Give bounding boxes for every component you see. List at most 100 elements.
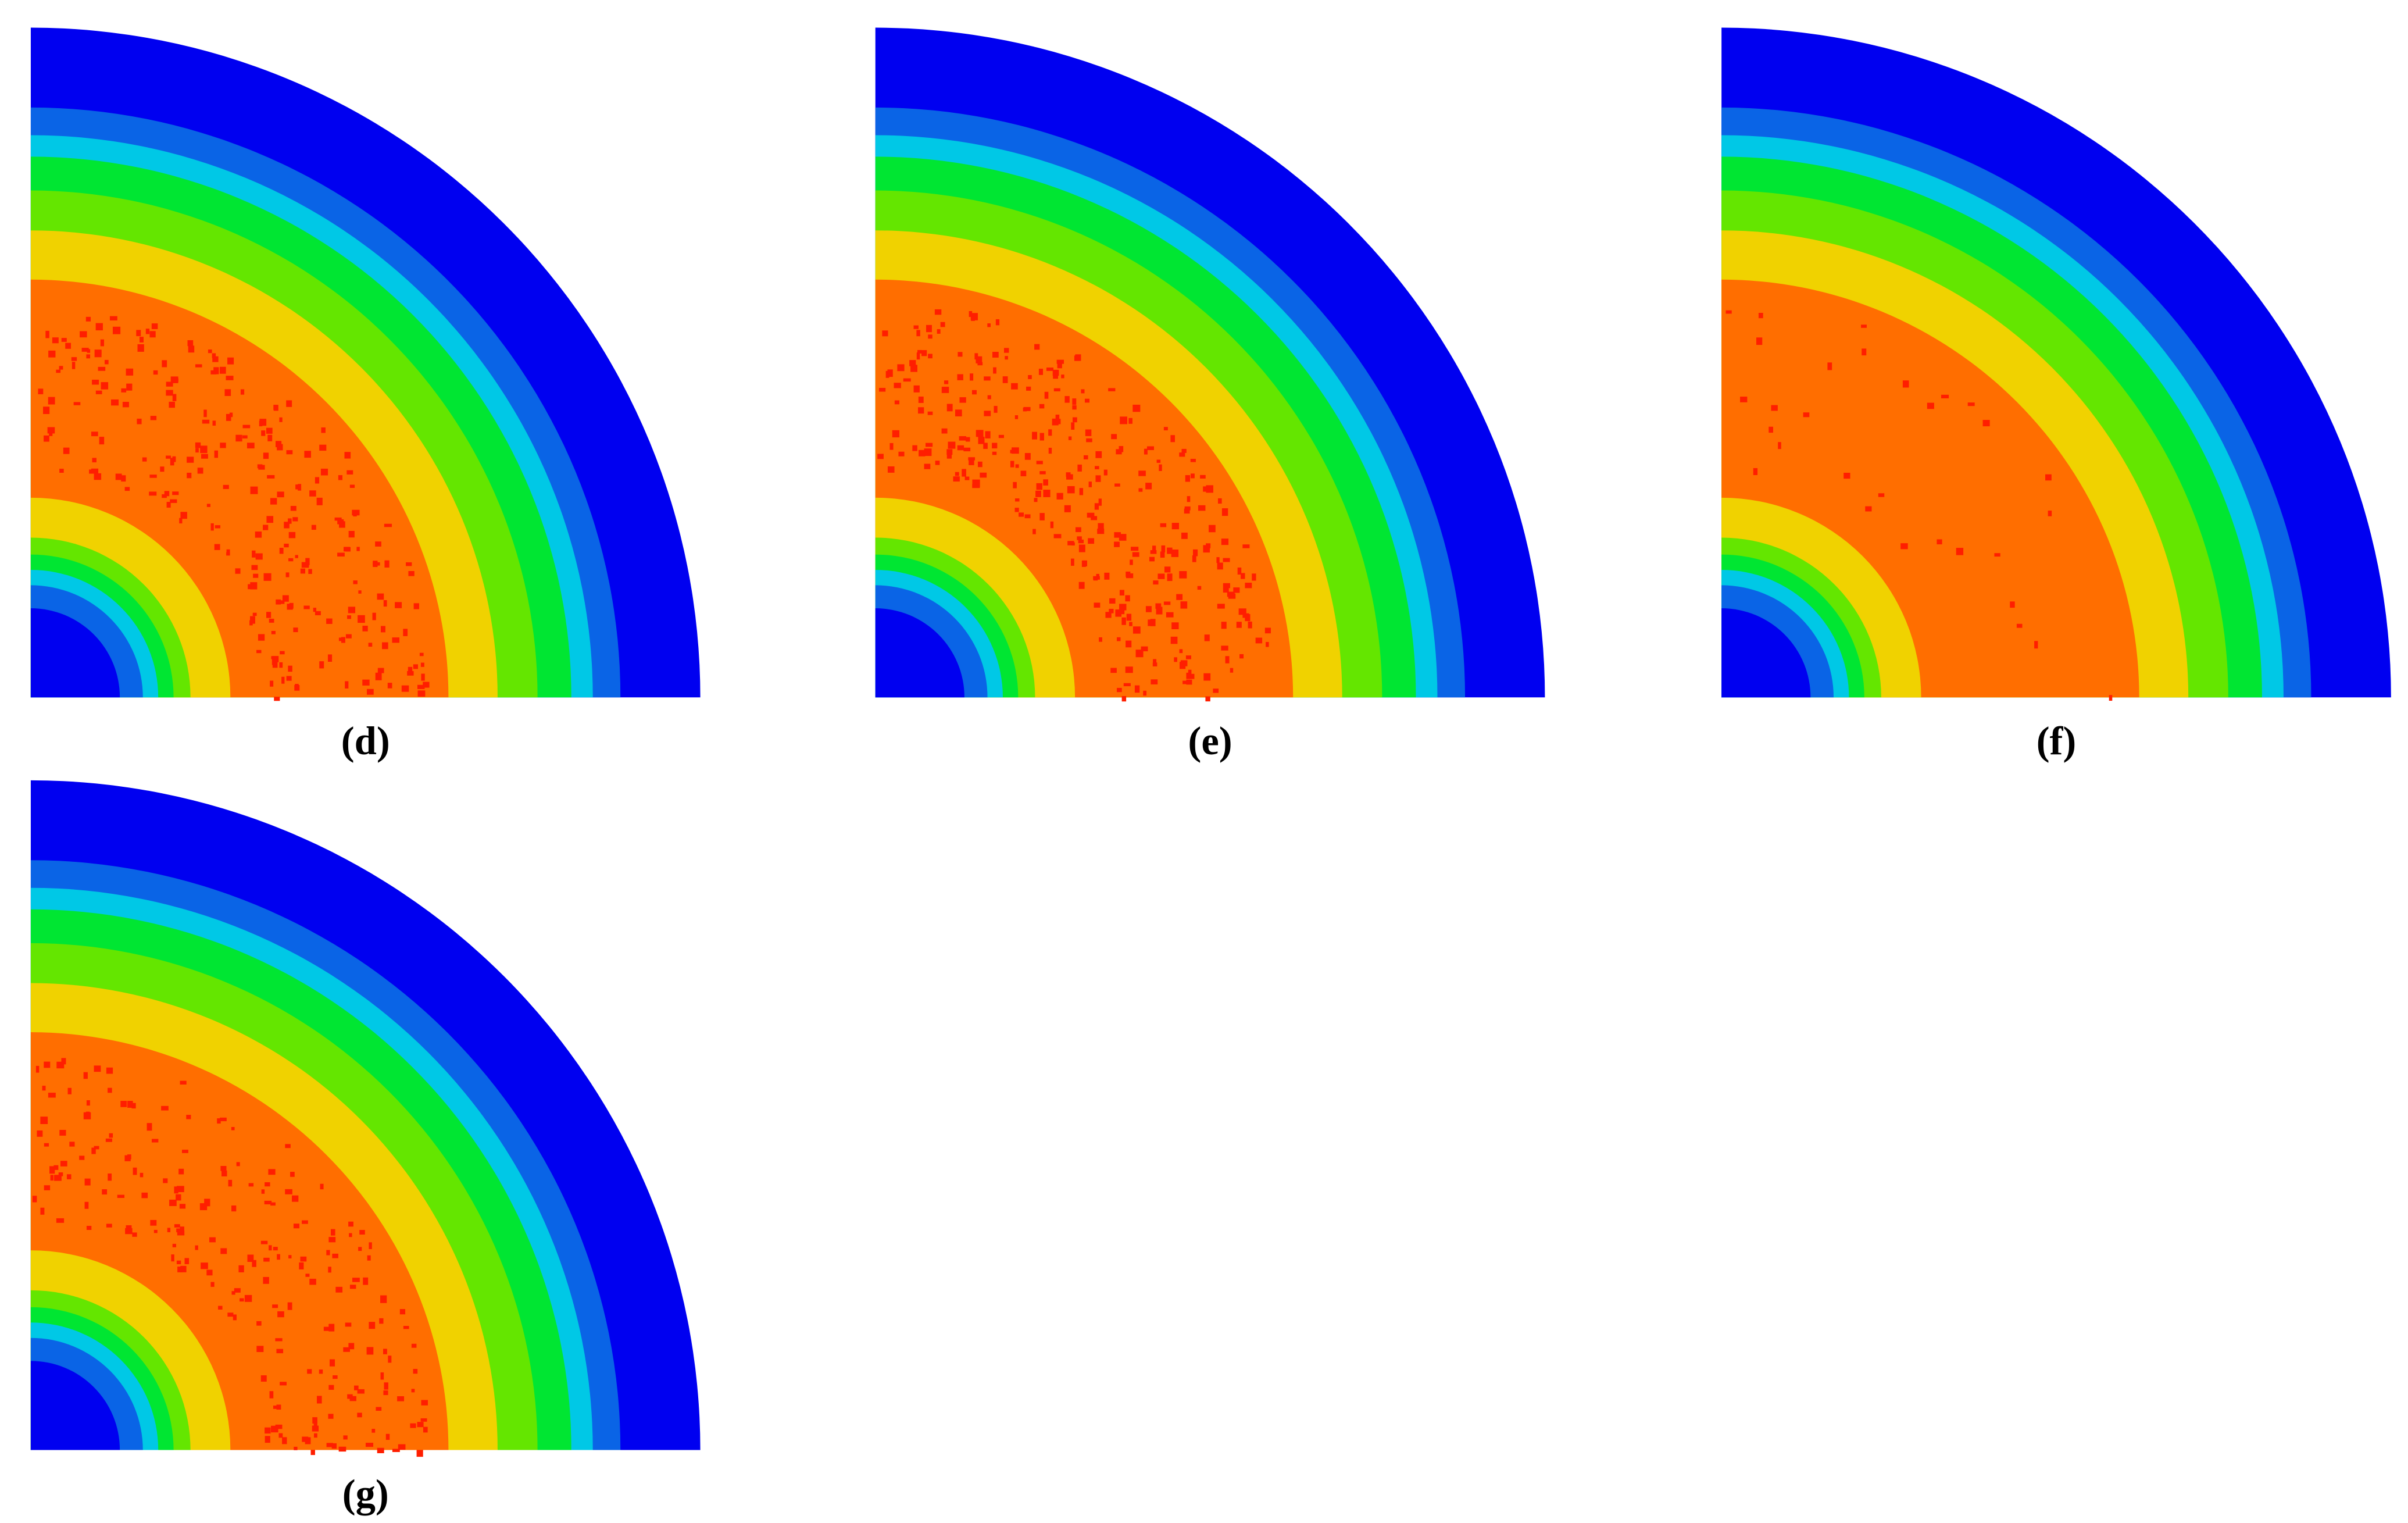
speckle — [269, 1391, 274, 1399]
speckle — [94, 1146, 99, 1150]
speckle — [1225, 656, 1230, 664]
speckle — [1803, 412, 1810, 418]
speckle — [1163, 427, 1168, 431]
speckle — [52, 337, 59, 344]
speckle — [388, 1356, 392, 1363]
speckle — [358, 590, 362, 594]
speckle — [957, 445, 964, 451]
speckle — [1205, 696, 1210, 702]
speckle — [172, 1243, 176, 1247]
speckle — [295, 555, 298, 558]
speckle — [1245, 583, 1252, 588]
speckle — [315, 611, 321, 615]
speckle — [362, 626, 368, 632]
speckle — [411, 1389, 415, 1393]
speckle — [1756, 337, 1763, 345]
speckle — [913, 325, 919, 329]
speckle — [270, 680, 274, 687]
speckle — [315, 477, 320, 484]
speckle — [161, 1105, 169, 1111]
speckle — [264, 1200, 272, 1205]
speckle — [220, 1166, 227, 1171]
speckle — [1163, 601, 1171, 605]
speckle — [248, 584, 254, 590]
speckle — [1103, 469, 1107, 476]
speckle — [1927, 402, 1934, 409]
speckle — [1186, 672, 1191, 679]
speckle — [212, 420, 216, 426]
speckle — [259, 419, 267, 426]
speckle — [1082, 560, 1087, 566]
speckle — [1056, 493, 1063, 500]
speckle — [957, 374, 963, 380]
speckle — [147, 1123, 152, 1131]
speckle — [918, 407, 924, 414]
speckle — [946, 449, 953, 455]
speckle — [91, 431, 98, 437]
speckle — [345, 681, 349, 689]
speckle — [49, 431, 53, 436]
speckle — [308, 569, 312, 575]
speckle — [286, 450, 293, 455]
speckle — [959, 397, 966, 403]
speckle — [1758, 313, 1763, 319]
speckle — [121, 475, 126, 482]
speckle — [151, 1139, 159, 1143]
speckle — [86, 1226, 92, 1230]
speckle — [1126, 640, 1132, 648]
speckle — [892, 430, 900, 438]
speckle — [164, 491, 170, 497]
speckle — [1083, 455, 1088, 460]
speckle — [1126, 614, 1132, 621]
speckle — [913, 385, 920, 393]
speckle — [894, 400, 899, 405]
speckle — [252, 612, 257, 616]
speckle — [1077, 536, 1082, 540]
speckle — [380, 1295, 387, 1303]
speckle — [328, 1237, 336, 1243]
speckle — [1034, 344, 1040, 350]
speckle — [992, 451, 997, 455]
speckle — [894, 383, 901, 388]
speckle — [91, 1147, 96, 1154]
speckle — [921, 350, 927, 356]
speckle — [1174, 657, 1177, 662]
speckle — [141, 1192, 148, 1199]
speckle — [1014, 508, 1019, 512]
speckle — [1048, 447, 1052, 454]
speckle — [1182, 680, 1189, 684]
speckle — [417, 690, 426, 697]
speckle — [1179, 452, 1185, 457]
speckle — [53, 1165, 59, 1170]
speckle — [206, 504, 210, 507]
speckle — [2034, 641, 2038, 649]
speckle — [1050, 521, 1054, 529]
speckle — [279, 417, 283, 422]
speckle — [126, 1225, 132, 1229]
speckle — [151, 323, 158, 329]
speckle — [285, 572, 290, 577]
panel-label: (d) — [341, 719, 390, 763]
speckle — [44, 1143, 49, 1147]
speckle — [43, 406, 50, 414]
speckle — [328, 1385, 334, 1390]
speckle — [1098, 498, 1102, 506]
speckle — [887, 369, 893, 377]
speckle — [105, 1138, 112, 1142]
speckle — [53, 1175, 62, 1181]
speckle — [1132, 552, 1139, 557]
speckle — [231, 1205, 237, 1212]
speckle — [972, 484, 980, 488]
speckle — [210, 370, 217, 374]
speckle — [1044, 391, 1049, 399]
speckle — [186, 1115, 191, 1119]
speckle — [1117, 637, 1121, 641]
speckle — [1149, 557, 1155, 562]
speckle — [149, 491, 157, 496]
speckle — [1055, 415, 1060, 421]
speckle — [195, 364, 202, 368]
speckle — [877, 454, 884, 459]
speckle — [1160, 523, 1167, 527]
speckle — [331, 1229, 335, 1236]
speckle — [1221, 538, 1229, 545]
